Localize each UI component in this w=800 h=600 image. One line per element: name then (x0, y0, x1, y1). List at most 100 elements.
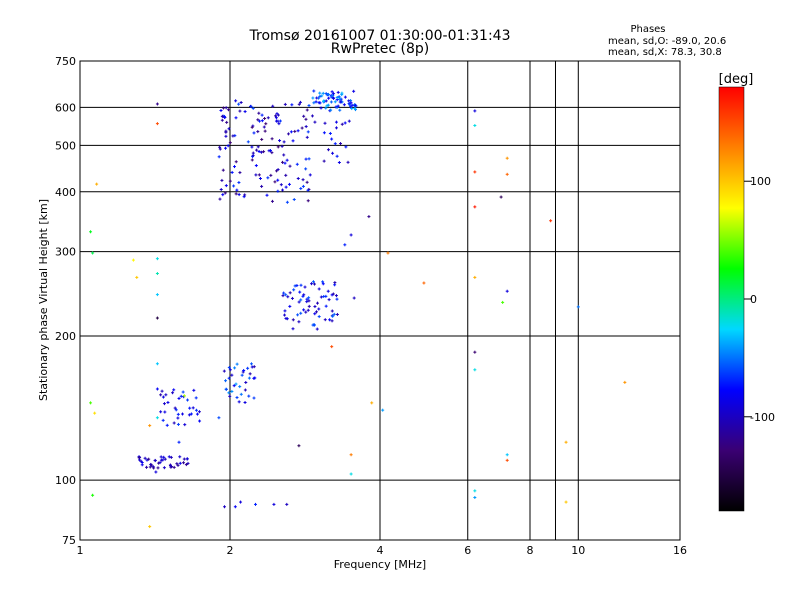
x-axis-label: Frequency [MHz] (334, 558, 426, 571)
x-tick-label: 4 (377, 544, 384, 557)
data-point (293, 129, 297, 133)
data-point (280, 144, 284, 148)
data-point (227, 127, 231, 131)
x-tick-label: 8 (527, 544, 534, 557)
data-point (237, 181, 241, 185)
data-point (283, 309, 287, 313)
data-point (280, 160, 284, 164)
data-point (505, 458, 509, 462)
data-point (235, 396, 239, 400)
data-point (256, 145, 260, 149)
data-point (473, 124, 477, 128)
data-point (224, 129, 228, 133)
data-point (323, 318, 327, 322)
data-point (237, 400, 241, 404)
data-point (224, 106, 228, 110)
data-point (194, 408, 198, 412)
data-point (282, 153, 286, 157)
stats-line-o: mean, sd,O: -89.0, 20.6 (608, 36, 726, 47)
data-point (247, 376, 251, 380)
data-point (322, 131, 326, 135)
data-point (252, 396, 256, 400)
data-point (299, 187, 303, 191)
data-point (181, 412, 185, 416)
data-point (174, 408, 178, 412)
data-point (181, 390, 185, 394)
data-point (564, 440, 568, 444)
data-point (290, 103, 294, 107)
data-point (324, 294, 328, 298)
data-point (222, 369, 226, 373)
data-point (140, 460, 144, 464)
data-point (258, 176, 262, 180)
data-point (298, 100, 302, 104)
data-point (231, 134, 235, 138)
data-point (89, 230, 93, 234)
data-point (177, 440, 181, 444)
data-point (296, 129, 300, 133)
data-point (227, 391, 231, 395)
data-point (297, 320, 301, 324)
data-point (304, 310, 308, 314)
data-point (220, 178, 224, 182)
data-point (172, 465, 176, 469)
data-point (234, 99, 238, 103)
data-point (349, 233, 353, 237)
data-point (224, 134, 228, 138)
data-point (303, 285, 307, 289)
data-point (246, 140, 250, 144)
data-point (262, 150, 266, 154)
data-point (256, 118, 260, 122)
data-point (131, 258, 135, 262)
data-point (227, 108, 231, 112)
data-point (319, 106, 323, 110)
data-point (255, 148, 259, 152)
data-point (322, 99, 326, 103)
data-point (343, 243, 347, 247)
data-point (286, 295, 290, 299)
data-point (292, 198, 296, 202)
data-point (299, 283, 303, 287)
data-point (353, 107, 357, 111)
data-point (349, 453, 353, 457)
data-point (243, 388, 247, 392)
data-point (217, 416, 221, 420)
data-point (330, 345, 334, 349)
data-point (254, 173, 258, 177)
data-point (233, 366, 237, 370)
stats-line-x: mean, sd,X: 78.3, 30.8 (608, 47, 722, 58)
data-point (275, 169, 279, 173)
data-point (623, 380, 627, 384)
data-point (315, 96, 319, 100)
data-point (349, 101, 353, 105)
data-point (302, 308, 306, 312)
data-point (299, 311, 303, 315)
data-point (186, 461, 190, 465)
data-point (235, 188, 239, 192)
data-point (317, 101, 321, 105)
data-point (339, 142, 343, 146)
data-point (505, 156, 509, 160)
data-point (257, 149, 261, 153)
data-point (306, 199, 310, 203)
data-point (317, 307, 321, 311)
data-point (145, 465, 149, 469)
data-point (327, 92, 331, 96)
chart-subtitle: RwPretec (8p) (331, 41, 429, 57)
x-tick-label: 16 (673, 544, 687, 557)
data-point (239, 392, 243, 396)
data-point (307, 296, 311, 300)
data-point (227, 376, 231, 380)
data-point (249, 362, 253, 366)
data-point (259, 150, 263, 154)
data-point (299, 298, 303, 302)
data-point (250, 145, 254, 149)
data-point (234, 382, 238, 386)
data-point (353, 103, 357, 107)
data-point (184, 463, 188, 467)
data-point (221, 168, 225, 172)
data-point (162, 466, 166, 470)
data-point (233, 505, 237, 509)
data-point (347, 99, 351, 103)
